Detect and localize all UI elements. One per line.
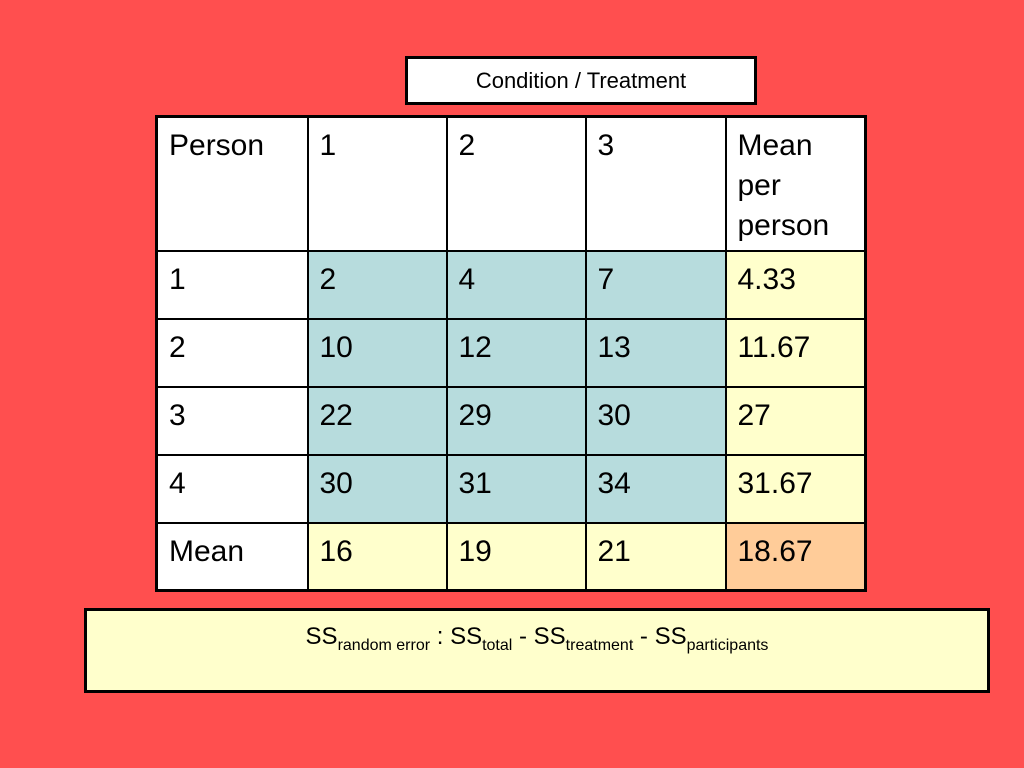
condition-mean-cell: 16 [306, 521, 448, 592]
formula-separator: : [430, 623, 451, 650]
formula-minus: - [512, 623, 534, 650]
condition-mean-cell: 19 [445, 521, 587, 592]
grand-mean-cell: 18.67 [724, 521, 867, 592]
formula-box: SSrandom error : SStotal - SStreatment -… [84, 608, 990, 693]
subscript-random-error: random error [337, 637, 431, 654]
subscript-treatment: treatment [565, 637, 634, 654]
score-cell: 12 [445, 317, 587, 388]
person-cell: 1 [155, 249, 309, 320]
mean-label-cell: Mean [155, 521, 309, 592]
score-cell: 31 [445, 453, 587, 524]
ss-symbol: SS [450, 623, 483, 650]
data-table: Person 1 2 3 Mean per person 1 2 4 7 4.3… [155, 115, 867, 592]
ss-symbol: SS [654, 623, 687, 650]
score-cell: 2 [306, 249, 448, 320]
ss-symbol: SS [533, 623, 566, 650]
person-mean-cell: 4.33 [724, 249, 867, 320]
table-mean-row: Mean 16 19 21 18.67 [155, 521, 867, 592]
condition-treatment-label: Condition / Treatment [405, 56, 757, 105]
ss-random-error: SSrandom error [305, 623, 431, 654]
score-cell: 29 [445, 385, 587, 456]
score-cell: 10 [306, 317, 448, 388]
person-mean-cell: 11.67 [724, 317, 867, 388]
score-cell: 13 [584, 317, 727, 388]
ss-treatment: SStreatment [533, 623, 634, 654]
score-cell: 22 [306, 385, 448, 456]
header-condition-2: 2 [445, 115, 587, 252]
table-row: 2 10 12 13 11.67 [155, 317, 867, 388]
header-condition-3: 3 [584, 115, 727, 252]
person-cell: 3 [155, 385, 309, 456]
score-cell: 7 [584, 249, 727, 320]
formula-minus: - [633, 623, 655, 650]
score-cell: 30 [306, 453, 448, 524]
header-condition-1: 1 [306, 115, 448, 252]
score-cell: 4 [445, 249, 587, 320]
ss-symbol: SS [305, 623, 338, 650]
condition-mean-cell: 21 [584, 521, 727, 592]
score-cell: 34 [584, 453, 727, 524]
table-row: 3 22 29 30 27 [155, 385, 867, 456]
person-mean-cell: 27 [724, 385, 867, 456]
score-cell: 30 [584, 385, 727, 456]
person-cell: 2 [155, 317, 309, 388]
subscript-participants: participants [686, 637, 769, 654]
subscript-total: total [482, 637, 513, 654]
table-row: 4 30 31 34 31.67 [155, 453, 867, 524]
ss-total: SStotal [450, 623, 512, 654]
person-mean-cell: 31.67 [724, 453, 867, 524]
data-table-container: Person 1 2 3 Mean per person 1 2 4 7 4.3… [155, 115, 867, 592]
table-row: 1 2 4 7 4.33 [155, 249, 867, 320]
condition-treatment-text: Condition / Treatment [475, 67, 687, 93]
table-header-row: Person 1 2 3 Mean per person [155, 115, 867, 252]
ss-participants: SSparticipants [654, 623, 769, 654]
header-mean-per-person: Mean per person [724, 115, 867, 252]
header-person: Person [155, 115, 309, 252]
person-cell: 4 [155, 453, 309, 524]
